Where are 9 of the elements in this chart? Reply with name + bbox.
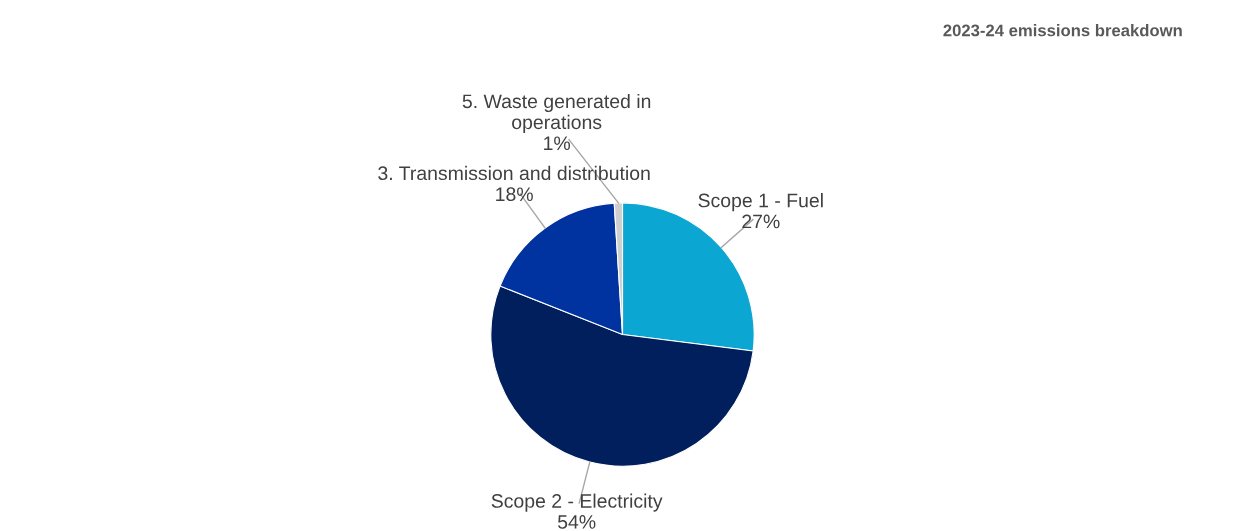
slice-label: Scope 2 - Electricity (491, 493, 663, 512)
data-label: 27% (742, 214, 780, 229)
slice-label: 5. Waste generated in operations (462, 93, 651, 133)
slice-label: 3. Transmission and distribution (378, 165, 650, 181)
data-label: 1% (544, 136, 571, 151)
slice-label: Scope 1 - Fuel (698, 193, 823, 212)
data-label: 54% (557, 515, 596, 529)
text: 2023-24 emissions breakdown (943, 24, 1182, 37)
data-label: 18% (496, 187, 533, 202)
